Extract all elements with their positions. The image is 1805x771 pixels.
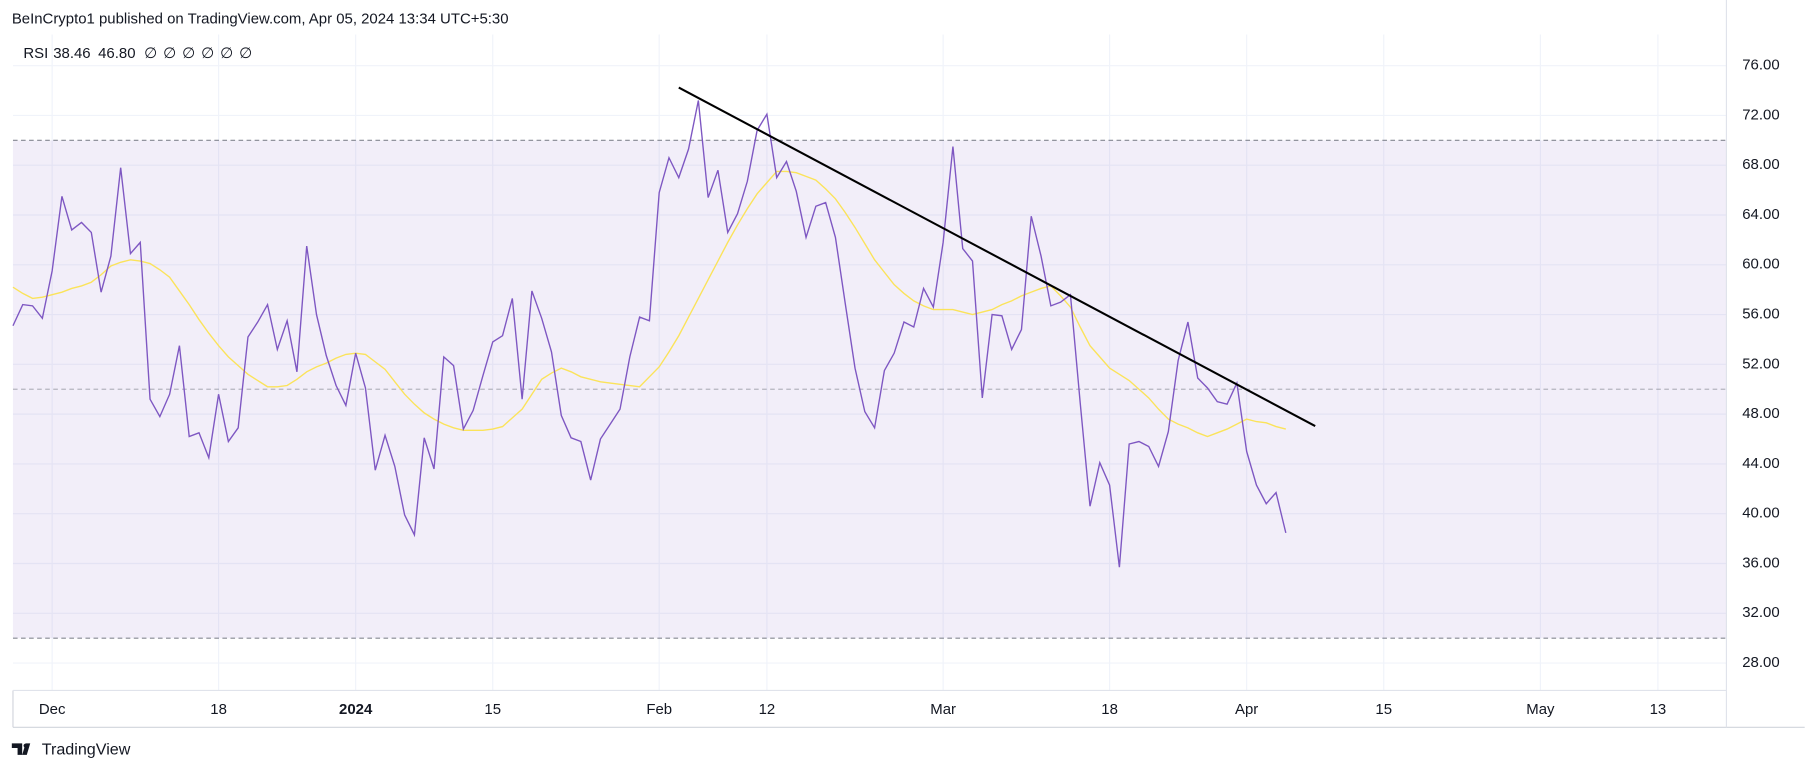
legend-title: RSI: [23, 45, 48, 62]
y-tick-label: 60.00: [1742, 256, 1779, 273]
x-tick-label: Dec: [39, 701, 66, 718]
x-tick-label: 18: [210, 701, 227, 718]
y-tick-label: 48.00: [1742, 405, 1779, 422]
x-tick-label: 18: [1101, 701, 1118, 718]
y-tick-label: 44.00: [1742, 455, 1779, 472]
legend-placeholder: ∅: [144, 45, 157, 62]
x-tick-label: Feb: [646, 701, 672, 718]
legend-placeholder: ∅: [182, 45, 195, 62]
x-tick-label: Apr: [1235, 701, 1258, 718]
brand: TradingView: [42, 741, 131, 759]
legend-value: 46.80: [98, 45, 135, 62]
header: BeInCrypto1 published on TradingView.com…: [12, 11, 509, 28]
y-tick-label: 28.00: [1742, 654, 1779, 671]
x-tick-label: 15: [484, 701, 501, 718]
y-tick-label: 64.00: [1742, 206, 1779, 223]
series-line: [12, 100, 1287, 568]
series-line: [12, 170, 1286, 438]
legend-placeholder: ∅: [163, 45, 176, 62]
y-tick-label: 72.00: [1742, 106, 1779, 123]
tv-logo: [11, 743, 31, 755]
y-tick-label: 36.00: [1742, 554, 1779, 571]
x-tick-label: 13: [1650, 701, 1667, 718]
logo-dot: [23, 743, 28, 748]
trendline: [678, 86, 1316, 428]
x-tick-label: May: [1526, 701, 1555, 718]
y-tick-label: 68.00: [1742, 156, 1779, 173]
y-tick-label: 52.00: [1742, 355, 1779, 372]
y-tick-label: 56.00: [1742, 306, 1779, 323]
y-tick-label: 40.00: [1742, 505, 1779, 522]
x-tick-label: 2024: [339, 701, 373, 718]
legend-placeholder: ∅: [239, 45, 252, 62]
legend-placeholder: ∅: [201, 45, 214, 62]
x-tick-label: Mar: [930, 701, 956, 718]
legend-placeholder: ∅: [220, 45, 233, 62]
y-tick-label: 32.00: [1742, 604, 1779, 621]
legend-value: 38.46: [53, 45, 90, 62]
x-tick-label: 15: [1375, 701, 1392, 718]
y-tick-label: 76.00: [1742, 57, 1779, 74]
x-tick-label: 12: [759, 701, 776, 718]
